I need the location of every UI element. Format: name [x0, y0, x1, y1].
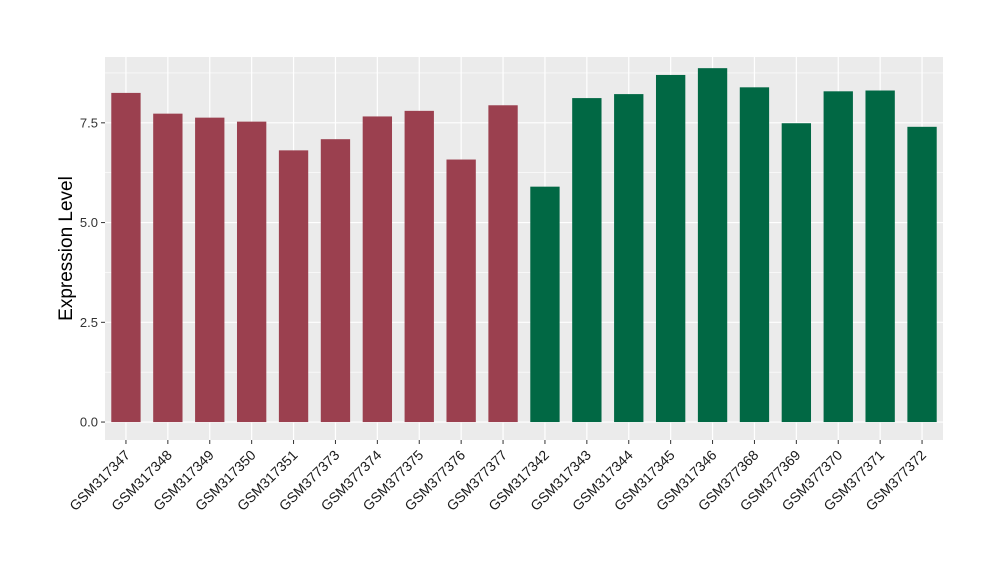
bar-GSM377374: [362, 116, 393, 423]
bar-GSM377375: [404, 110, 434, 423]
bar-GSM377372: [907, 126, 937, 423]
bar-GSM317351: [278, 150, 309, 423]
bar-GSM377377: [488, 105, 518, 423]
bar-GSM317344: [614, 94, 644, 423]
plot-panel: [105, 57, 943, 440]
bar-GSM317347: [111, 92, 141, 423]
bar-GSM317349: [195, 117, 225, 423]
bar-GSM377368: [739, 87, 770, 423]
y-tick-label: 0.0: [80, 415, 98, 430]
bar-GSM317345: [655, 74, 686, 423]
y-tick-label: 2.5: [80, 315, 98, 330]
y-axis-title: Expression Level: [56, 176, 77, 321]
bar-GSM377376: [446, 159, 476, 423]
bar-GSM377373: [320, 139, 351, 423]
y-tick-label: 5.0: [80, 215, 98, 230]
bar-GSM377369: [781, 123, 812, 423]
bar-GSM317350: [236, 121, 267, 423]
y-tick-label: 7.5: [80, 115, 98, 130]
bar-GSM377370: [823, 91, 853, 423]
bar-GSM377371: [865, 90, 895, 423]
bar-GSM317343: [572, 98, 602, 423]
bar-GSM317348: [153, 113, 183, 423]
bar-GSM317346: [697, 68, 728, 423]
x-axis: GSM317347GSM317348GSM317349GSM317350GSM3…: [66, 440, 929, 514]
bar-GSM317342: [530, 186, 560, 423]
y-axis: 0.0 2.5 5.0 7.5: [80, 115, 105, 430]
bars: [111, 68, 937, 423]
